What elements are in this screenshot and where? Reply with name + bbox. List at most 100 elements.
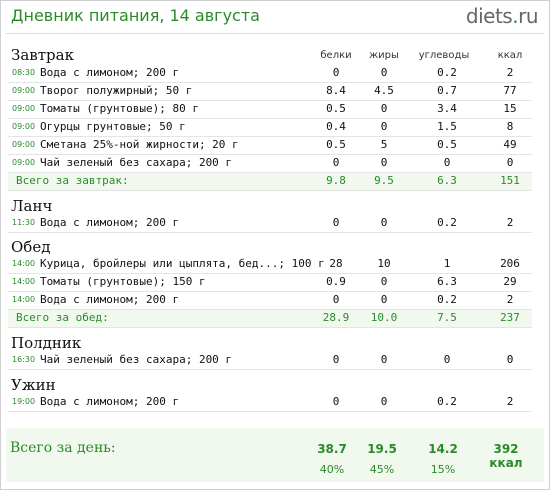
total-fat: 9.5	[374, 174, 394, 187]
total-carbs: 7.5	[437, 311, 457, 324]
row-fat: 0	[380, 353, 388, 366]
row-carbs: 1.5	[437, 120, 457, 133]
row-fat: 0	[380, 395, 388, 408]
day-total-carbs: 14.2	[428, 442, 458, 456]
row-kcal: 0	[506, 156, 514, 169]
row-carbs: 0.2	[437, 216, 457, 229]
col-protein: белки	[320, 50, 352, 61]
logo-dot: .	[512, 4, 519, 28]
food-row[interactable]: 14:00 Курица, бройлеры или цыплята, бед.…	[8, 256, 532, 274]
food-row[interactable]: 14:00 Томаты (грунтовые); 150 г 0.9 0 6.…	[8, 274, 532, 292]
row-time: 14:00	[12, 259, 36, 268]
row-carbs: 1	[443, 257, 451, 270]
row-food: Вода с лимоном; 200 г	[40, 66, 180, 79]
row-time: 09:00	[12, 140, 36, 149]
meal-total-breakfast: Всего за завтрак: 9.8 9.5 6.3 151	[8, 173, 532, 191]
food-row[interactable]: 16:30 Чай зеленый без сахара; 200 г 0 0 …	[8, 352, 532, 370]
row-kcal: 2	[506, 66, 514, 79]
header-divider	[6, 33, 544, 34]
food-row[interactable]: 19:00 Вода с лимоном; 200 г 0 0 0.2 2	[8, 394, 532, 412]
logo-main: diets	[465, 4, 513, 28]
row-carbs: 0.2	[437, 293, 457, 306]
total-kcal: 237	[500, 311, 520, 324]
row-food: Чай зеленый без сахара; 200 г	[40, 353, 233, 366]
food-row[interactable]: 08:30 Вода с лимоном; 200 г 0 0 0.2 2	[8, 65, 532, 83]
row-protein: 0.9	[326, 275, 346, 288]
row-protein: 0	[332, 353, 340, 366]
row-time: 11:30	[12, 218, 36, 227]
row-kcal: 2	[506, 395, 514, 408]
row-time: 16:30	[12, 355, 36, 364]
food-row[interactable]: 09:00 Огурцы грунтовые; 50 г 0.4 0 1.5 8	[8, 119, 532, 137]
meal-title-supper: Ужин	[11, 376, 56, 394]
row-fat: 0	[380, 275, 388, 288]
row-time: 09:00	[12, 122, 36, 131]
day-carbs-pct: 15%	[430, 463, 456, 476]
row-time: 14:00	[12, 295, 36, 304]
row-food: Творог полужирный; 50 г	[40, 84, 193, 97]
row-food: Вода с лимоном; 200 г	[40, 395, 180, 408]
day-protein-pct: 40%	[319, 463, 345, 476]
total-kcal: 151	[500, 174, 520, 187]
row-kcal: 8	[506, 120, 514, 133]
site-logo[interactable]: diets.ru	[465, 4, 539, 28]
row-protein: 0	[332, 66, 340, 79]
meal-title-dinner: Обед	[11, 238, 51, 256]
food-row[interactable]: 09:00 Чай зеленый без сахара; 200 г 0 0 …	[8, 155, 532, 173]
row-carbs: 0.7	[437, 84, 457, 97]
row-kcal: 0	[506, 353, 514, 366]
day-fat-pct: 45%	[369, 463, 395, 476]
col-carbs: углеводы	[418, 50, 470, 61]
total-carbs: 6.3	[437, 174, 457, 187]
row-fat: 10	[377, 257, 391, 270]
row-kcal: 49	[503, 138, 517, 151]
row-carbs: 0.2	[437, 66, 457, 79]
row-fat: 0	[380, 66, 388, 79]
row-carbs: 0.2	[437, 395, 457, 408]
day-total-protein: 38.7	[317, 442, 347, 456]
meal-title-lunch: Ланч	[11, 197, 53, 215]
row-kcal: 29	[503, 275, 517, 288]
row-protein: 0.5	[326, 102, 346, 115]
row-fat: 0	[380, 156, 388, 169]
row-food: Вода с лимоном; 200 г	[40, 293, 180, 306]
row-protein: 28	[329, 257, 343, 270]
row-protein: 0.4	[326, 120, 346, 133]
total-protein: 9.8	[326, 174, 346, 187]
day-total-fat: 19.5	[367, 442, 397, 456]
total-label: Всего за обед:	[16, 311, 109, 324]
meal-title-breakfast: Завтрак	[11, 46, 74, 64]
food-row[interactable]: 09:00 Творог полужирный; 50 г 8.4 4.5 0.…	[8, 83, 532, 101]
day-total: Всего за день: 38.7 19.5 14.2 392 ккал 4…	[6, 428, 544, 482]
row-kcal: 2	[506, 216, 514, 229]
row-kcal: 2	[506, 293, 514, 306]
row-fat: 0	[380, 120, 388, 133]
row-protein: 0	[332, 293, 340, 306]
page-title: Дневник питания, 14 августа	[11, 6, 260, 25]
row-fat: 0	[380, 102, 388, 115]
total-fat: 10.0	[370, 311, 398, 324]
row-food: Вода с лимоном; 200 г	[40, 216, 180, 229]
total-label: Всего за завтрак:	[16, 174, 129, 187]
row-fat: 5	[380, 138, 388, 151]
row-time: 09:00	[12, 104, 36, 113]
food-row[interactable]: 11:30 Вода с лимоном; 200 г 0 0 0.2 2	[8, 215, 532, 233]
total-protein: 28.9	[322, 311, 350, 324]
food-row[interactable]: 09:00 Сметана 25%-ной жирности; 20 г 0.5…	[8, 137, 532, 155]
row-kcal: 15	[503, 102, 517, 115]
row-food: Чай зеленый без сахара; 200 г	[40, 156, 233, 169]
food-row[interactable]: 14:00 Вода с лимоном; 200 г 0 0 0.2 2	[8, 292, 532, 310]
row-fat: 0	[380, 216, 388, 229]
row-fat: 4.5	[374, 84, 394, 97]
food-row[interactable]: 09:00 Томаты (грунтовые); 80 г 0.5 0 3.4…	[8, 101, 532, 119]
day-total-label: Всего за день:	[10, 440, 116, 456]
row-time: 08:30	[12, 68, 36, 77]
row-kcal: 77	[503, 84, 517, 97]
row-protein: 8.4	[326, 84, 346, 97]
day-total-kcal: 392 ккал	[489, 442, 523, 470]
meal-title-snack: Полдник	[11, 334, 82, 352]
row-time: 14:00	[12, 277, 36, 286]
row-carbs: 0	[443, 156, 451, 169]
row-time: 19:00	[12, 397, 36, 406]
col-kcal: ккал	[497, 50, 523, 61]
